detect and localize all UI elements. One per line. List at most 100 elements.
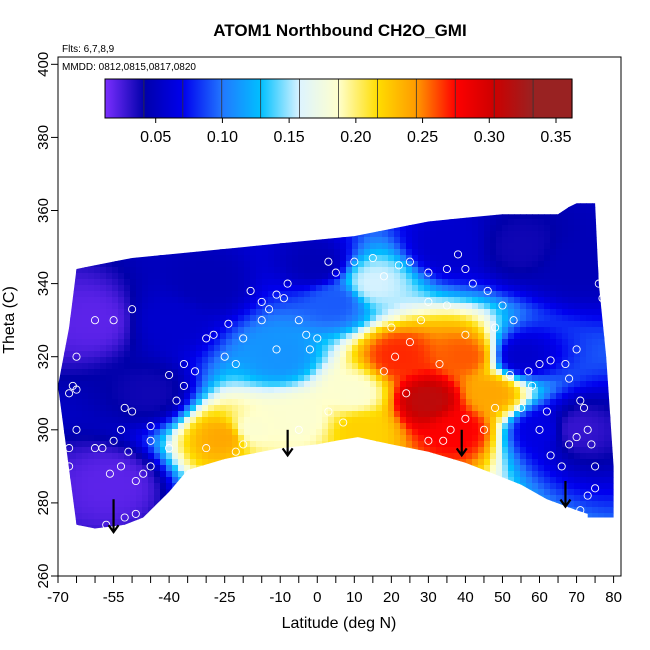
heatmap-cell: [358, 153, 365, 160]
heatmap-cell: [304, 279, 311, 286]
heatmap-cell: [100, 369, 107, 376]
heatmap-cell: [292, 387, 299, 394]
heatmap-cell: [274, 285, 281, 292]
heatmap-cell: [280, 57, 287, 64]
heatmap-cell: [178, 321, 185, 328]
heatmap-cell: [238, 339, 245, 346]
heatmap-cell: [118, 375, 125, 382]
heatmap-cell: [244, 203, 251, 208]
heatmap-cell: [82, 459, 89, 466]
heatmap-cell: [124, 267, 131, 274]
heatmap-cell: [76, 387, 83, 394]
heatmap-cell: [334, 435, 341, 442]
heatmap-cell: [58, 417, 65, 424]
heatmap-cell: [382, 291, 389, 298]
heatmap-cell: [298, 153, 305, 160]
heatmap-cell: [172, 567, 179, 574]
heatmap-cell: [370, 273, 377, 280]
heatmap-cell: [76, 381, 83, 388]
heatmap-cell: [124, 561, 131, 568]
heatmap-cell: [214, 441, 221, 448]
heatmap-cell: [358, 387, 365, 394]
heatmap-cell: [232, 363, 239, 370]
heatmap-cell: [394, 387, 401, 394]
heatmap-cell: [94, 291, 101, 298]
heatmap-cell: [322, 417, 329, 424]
heatmap-cell: [124, 441, 131, 448]
heatmap-cell: [352, 285, 359, 292]
heatmap-cell: [184, 489, 191, 496]
heatmap-cell: [106, 435, 113, 442]
heatmap-cell: [136, 321, 143, 328]
heatmap-cell: [280, 375, 287, 382]
heatmap-cell: [286, 279, 293, 286]
heatmap-cell: [352, 203, 359, 208]
heatmap-cell: [148, 351, 155, 358]
heatmap-cell: [334, 543, 341, 550]
heatmap-cell: [316, 225, 323, 232]
heatmap-cell: [70, 255, 77, 262]
heatmap-cell: [304, 333, 311, 340]
heatmap-cell: [268, 267, 275, 274]
heatmap-cell: [100, 177, 107, 184]
heatmap-cell: [364, 507, 371, 514]
heatmap-cell: [178, 267, 185, 274]
heatmap-cell: [286, 435, 293, 442]
heatmap-cell: [310, 501, 317, 508]
heatmap-cell: [148, 537, 155, 544]
heatmap-cell: [184, 159, 191, 166]
heatmap-cell: [172, 393, 179, 400]
heatmap-cell: [262, 417, 269, 424]
heatmap-cell: [196, 363, 203, 370]
heatmap-cell: [208, 183, 215, 190]
heatmap-cell: [388, 171, 395, 178]
heatmap-cell: [364, 153, 371, 160]
heatmap-cell: [292, 357, 299, 364]
heatmap-cell: [262, 435, 269, 442]
heatmap-cell: [76, 549, 83, 556]
heatmap-cell: [58, 171, 65, 178]
heatmap-cell: [112, 297, 119, 304]
heatmap-cell: [76, 159, 83, 166]
heatmap-cell: [352, 519, 359, 526]
heatmap-cell: [130, 249, 137, 256]
heatmap-cell: [100, 159, 107, 166]
heatmap-cell: [208, 315, 215, 322]
heatmap-cell: [310, 189, 317, 196]
heatmap-cell: [64, 303, 71, 310]
heatmap-cell: [274, 237, 281, 244]
heatmap-cell: [304, 339, 311, 346]
heatmap-cell: [100, 507, 107, 514]
heatmap-cell: [94, 327, 101, 334]
heatmap-cell: [112, 423, 119, 430]
heatmap-cell: [292, 285, 299, 292]
heatmap-cell: [220, 279, 227, 286]
heatmap-cell: [358, 203, 365, 208]
heatmap-cell: [130, 171, 137, 178]
heatmap-cell: [310, 177, 317, 184]
heatmap-cell: [220, 375, 227, 382]
heatmap-cell: [316, 123, 323, 130]
heatmap-cell: [94, 225, 101, 232]
heatmap-cell: [142, 207, 149, 214]
heatmap-cell: [292, 447, 299, 454]
heatmap-cell: [316, 543, 323, 550]
heatmap-cell: [268, 393, 275, 400]
heatmap-cell: [250, 243, 257, 250]
heatmap-cell: [70, 147, 77, 154]
heatmap-cell: [322, 507, 329, 514]
heatmap-cell: [76, 399, 83, 406]
heatmap-cell: [154, 411, 161, 418]
heatmap-cell: [334, 447, 341, 454]
heatmap-cell: [154, 513, 161, 520]
heatmap-cell: [286, 369, 293, 376]
heatmap-cell: [130, 141, 137, 148]
heatmap-cell: [388, 375, 395, 382]
heatmap-cell: [298, 453, 305, 460]
heatmap-cell: [118, 357, 125, 364]
heatmap-cell: [268, 465, 275, 472]
heatmap-cell: [148, 261, 155, 268]
heatmap-cell: [100, 453, 107, 460]
heatmap-cell: [304, 531, 311, 538]
heatmap-cell: [94, 195, 101, 202]
